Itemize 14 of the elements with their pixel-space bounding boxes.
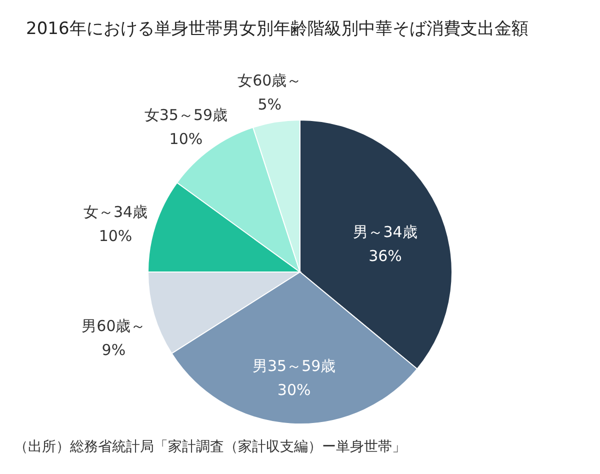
data-label: 10% bbox=[169, 130, 203, 148]
slice-label: 女～34歳 bbox=[83, 203, 148, 222]
data-label: 5% bbox=[258, 95, 282, 114]
text: （出所）総務省統計局「家計調査（家計収支編）ー単身世帯」 bbox=[14, 439, 406, 455]
data-label: 30% bbox=[277, 381, 311, 400]
data-label: 9% bbox=[102, 341, 126, 360]
data-label: 36% bbox=[368, 246, 402, 265]
slice-label: 男35～59歳 bbox=[252, 357, 336, 376]
slice-label: 男60歳～ bbox=[82, 317, 146, 336]
slice-label: 女35～59歳 bbox=[144, 106, 228, 124]
slice-label: 男～34歳 bbox=[353, 222, 418, 241]
chart-title: 2016年における単身世帯男女別年齢階級別中華そば消費支出金額 bbox=[26, 19, 528, 39]
data-label: 10% bbox=[98, 227, 132, 246]
slice-label: 女60歳～ bbox=[238, 71, 302, 90]
